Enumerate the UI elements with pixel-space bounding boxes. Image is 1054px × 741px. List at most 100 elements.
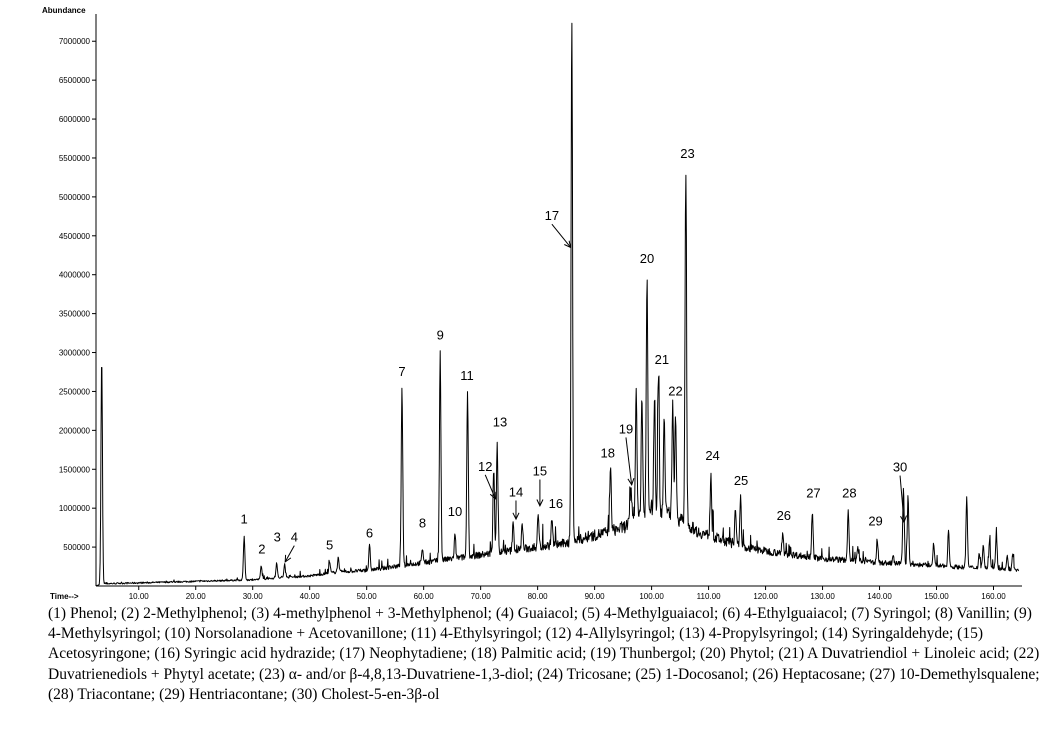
y-tick-label: 6000000 [59, 115, 91, 124]
peak-label: 11 [460, 368, 474, 383]
peak-label: 15 [533, 463, 547, 478]
x-tick-label: 150.00 [924, 592, 949, 600]
peak-annotation: 22 [668, 383, 682, 398]
x-tick-label: 160.00 [981, 592, 1006, 600]
peak-label: 2 [258, 541, 265, 556]
arrow-head [900, 515, 907, 524]
arrow-head [564, 240, 572, 249]
x-tick-label: 80.00 [528, 592, 549, 600]
arrow-shaft [484, 474, 496, 500]
peak-annotation: 21 [655, 352, 669, 367]
peak-annotation: 30 [893, 460, 907, 524]
arrow-head [284, 554, 292, 563]
x-tick-label: 140.00 [867, 592, 892, 600]
peak-annotation: 20 [640, 251, 654, 266]
peak-annotation: 18 [600, 446, 614, 461]
chromatogram-chart: 500000 1000000 1500000 2000000 2500000 300000… [42, 6, 1022, 600]
peak-label: 18 [600, 446, 614, 461]
y-tick-label: 3000000 [59, 349, 91, 358]
peak-annotation: 3 [274, 530, 281, 545]
peak-label: 13 [493, 414, 507, 429]
arrow-shaft [284, 545, 295, 563]
peak-label: 25 [734, 473, 748, 488]
y-tick-label: 500000 [63, 543, 90, 552]
peak-annotations: 123 4567891011121314151617181920212223242… [241, 146, 907, 563]
peak-label: 8 [419, 516, 426, 531]
peak-label: 5 [326, 537, 333, 552]
y-tick-label: 7000000 [59, 37, 91, 46]
chromatogram-trace [96, 22, 1020, 587]
peak-annotation: 16 [549, 496, 563, 511]
peak-annotation: 24 [705, 448, 719, 463]
peak-annotation: 8 [419, 516, 426, 531]
x-tick-label: 60.00 [414, 592, 435, 600]
figure-caption: (1) Phenol; (2) 2-Methylphenol; (3) 4-me… [48, 605, 1040, 703]
peak-annotation: 12 [478, 459, 497, 500]
peak-annotation: 1 [241, 512, 248, 527]
peak-annotation: 11 [460, 368, 474, 383]
peak-annotation: 2 [258, 541, 265, 556]
peak-annotation: 6 [366, 526, 373, 541]
peak-label: 29 [868, 513, 882, 528]
peak-annotation: 10 [448, 504, 462, 519]
peak-annotation: 23 [680, 146, 694, 161]
peak-annotation: 4 [284, 530, 298, 563]
peak-label: 6 [366, 526, 373, 541]
y-tick-label: 3500000 [59, 310, 91, 319]
x-tick-label: 90.00 [585, 592, 606, 600]
peak-annotation: 26 [777, 508, 791, 523]
x-tick-label: 130.00 [810, 592, 835, 600]
y-tick-label: 6500000 [59, 76, 91, 85]
peak-annotation: 5 [326, 537, 333, 552]
y-tick-label: 5000000 [59, 193, 91, 202]
x-tick-label: 30.00 [243, 592, 264, 600]
y-tick-label: 2500000 [59, 387, 91, 396]
y-tick-label: 4000000 [59, 271, 91, 280]
arrow-shaft [625, 437, 633, 485]
peak-label: 4 [291, 530, 298, 545]
peak-annotation: 9 [437, 327, 444, 342]
x-tick-label: 40.00 [300, 592, 321, 600]
peak-label: 10 [448, 504, 462, 519]
x-tick-label: 20.00 [186, 592, 207, 600]
peak-annotation: 14 [509, 485, 523, 521]
chromatogram-trace-group [96, 22, 1020, 587]
x-axis: 10.00 20.00 30.00 40.00 50.00 60.00 70.00 80.00… [96, 585, 1022, 600]
peak-annotation: 27 [806, 485, 820, 500]
peak-annotation: 17 [545, 208, 572, 249]
peak-annotation: 19 [619, 421, 635, 486]
x-tick-label: 50.00 [357, 592, 378, 600]
y-tick-label: 1000000 [59, 504, 91, 513]
peak-label: 16 [549, 496, 563, 511]
peak-label: 17 [545, 208, 559, 223]
y-tick-label: 2000000 [59, 426, 91, 435]
x-tick-label: 10.00 [129, 592, 150, 600]
peak-label: 23 [680, 146, 694, 161]
peak-label: 12 [478, 459, 492, 474]
peak-label: 27 [806, 485, 820, 500]
peak-label: 7 [398, 364, 405, 379]
peak-annotation: 15 [533, 463, 547, 507]
peak-label: 24 [705, 448, 719, 463]
peak-label: 22 [668, 383, 682, 398]
peak-label: 1 [241, 512, 248, 527]
x-tick-label: 120.00 [753, 592, 778, 600]
y-axis: 500000 1000000 1500000 2000000 2500000 300000… [59, 14, 97, 586]
y-tick-label: 4500000 [59, 232, 91, 241]
y-axis-label: Abundance [42, 6, 86, 15]
peak-label: 14 [509, 485, 523, 500]
peak-label: 9 [437, 327, 444, 342]
peak-annotation: 29 [868, 513, 882, 528]
peak-label: 3 [274, 530, 281, 545]
peak-annotation: 7 [398, 364, 405, 379]
peak-label: 19 [619, 421, 633, 436]
arrow-head [512, 512, 520, 521]
arrow-head [536, 499, 544, 507]
arrow-head [627, 478, 635, 486]
peak-label: 20 [640, 251, 654, 266]
arrow-head [489, 491, 497, 500]
arrow-shaft [551, 223, 572, 248]
peak-annotation: 28 [842, 485, 856, 500]
x-axis-label: Time--> [50, 592, 79, 600]
y-tick-label: 1500000 [59, 465, 91, 474]
